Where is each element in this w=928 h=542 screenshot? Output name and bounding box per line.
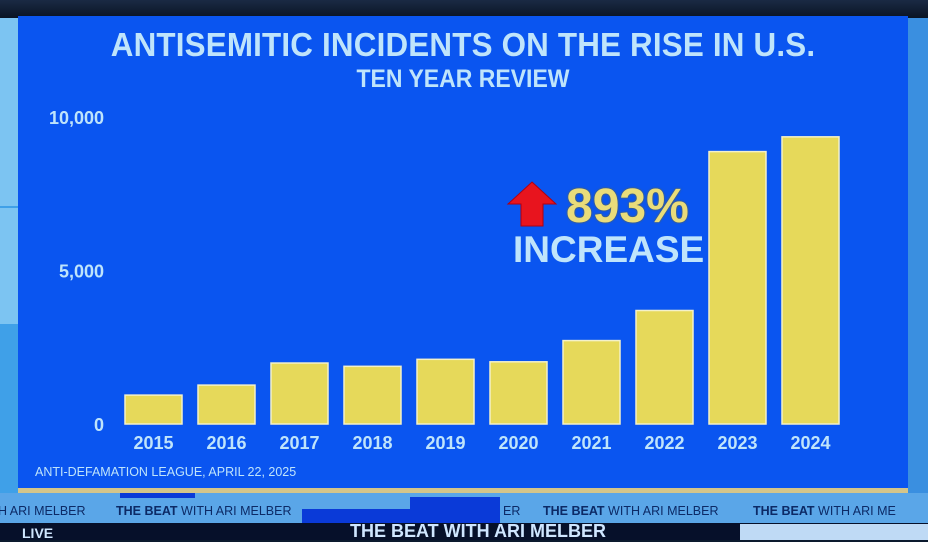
x-tick-label: 2022 [644,433,684,453]
ticker-accent [302,509,422,523]
background-wall-left [0,18,22,498]
chart-subtitle: TEN YEAR REVIEW [356,65,570,93]
show-name: THE BEAT WITH ARI MELBER [350,521,606,541]
ticker-item: H ARI MELBER [0,504,86,518]
ticker-item: THE BEAT WITH ARI MELBER [543,504,719,518]
bar-2021 [562,339,621,425]
bar-2023 [708,150,767,425]
chart-title: ANTISEMITIC INCIDENTS ON THE RISE IN U.S… [110,26,816,63]
x-tick-label: 2020 [498,433,538,453]
x-tick-label: 2018 [352,433,392,453]
bar-2016 [197,384,256,425]
x-tick-label: 2019 [425,433,465,453]
bar-2015 [124,394,183,425]
bar-2022 [635,309,694,425]
percent-increase-value: 893% [566,180,689,233]
panel-bottom-stripe [18,488,908,493]
bar-chart: 0 5,000 10,000 2015 2016 2017 2018 2019 2020 202… [49,108,840,453]
ticker-item: ER [503,504,521,518]
ticker-accent [410,497,500,523]
y-tick-label: 0 [94,415,104,435]
chart-panel: ANTISEMITIC INCIDENTS ON THE RISE IN U.S… [18,16,908,488]
lower-third-bar [0,523,928,540]
ticker-item: THE BEAT WITH ARI MELBER [116,504,292,518]
background-wall-right [904,18,928,498]
x-tick-label: 2023 [717,433,757,453]
y-tick-label: 5,000 [59,262,104,282]
bar-2024 [781,136,840,425]
network-logo-box [740,524,928,540]
x-tick-label: 2017 [279,433,319,453]
live-indicator: LIVE [22,525,54,541]
source-credit: ANTI-DEFAMATION LEAGUE, APRIL 22, 2025 [35,465,297,479]
x-tick-label: 2015 [133,433,173,453]
red-up-arrow-icon [506,181,558,227]
x-tick-label: 2024 [790,433,830,453]
show-ticker: H ARI MELBER THE BEAT WITH ARI MELBER ER… [0,493,928,523]
y-tick-label: 10,000 [49,108,104,128]
bar-2020 [489,361,548,425]
ticker-item: THE BEAT WITH ARI ME [753,504,896,518]
x-tick-label: 2021 [571,433,611,453]
ticker-accent [120,493,195,498]
bar-2018 [343,365,402,425]
x-tick-label: 2016 [206,433,246,453]
increase-label: INCREASE [513,229,705,270]
bar-2019 [416,358,475,425]
bar-2017 [270,362,329,425]
tv-bezel-top [0,0,928,18]
